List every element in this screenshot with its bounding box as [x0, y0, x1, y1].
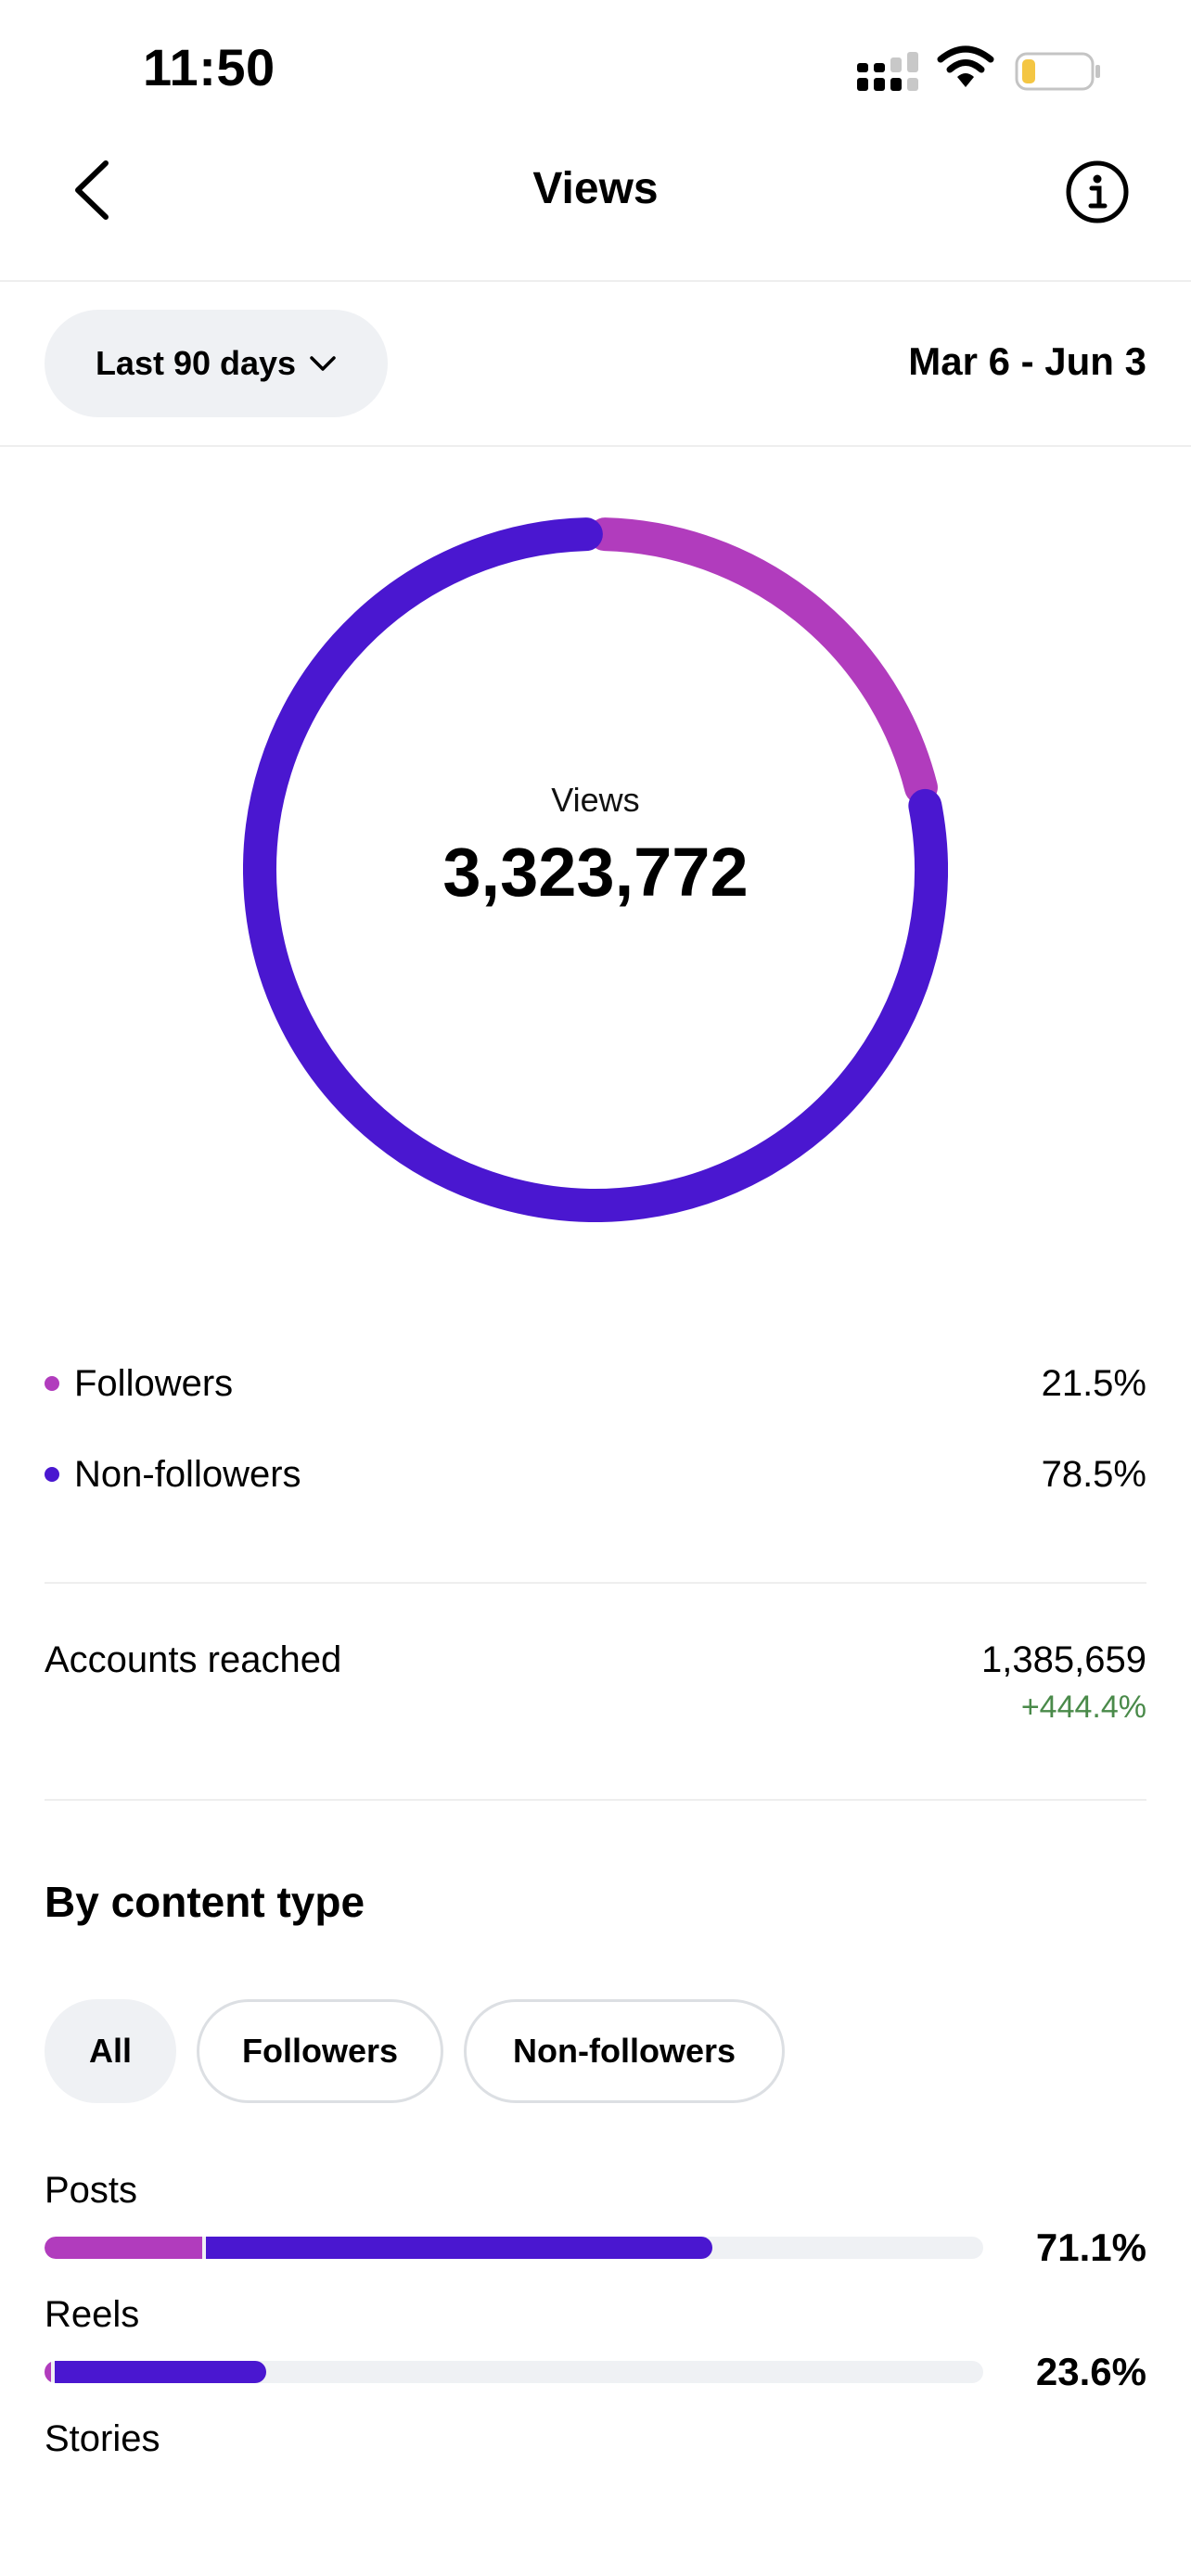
accounts-reached-value: 1,385,659 — [981, 1639, 1146, 1680]
filter-divider — [0, 445, 1191, 447]
legend-row-non-followers: Non-followers 78.5% — [45, 1447, 1146, 1502]
legend-label: Non-followers — [74, 1453, 301, 1495]
posts-non-followers-bar — [206, 2237, 712, 2259]
chip-non-followers[interactable]: Non-followers — [464, 1999, 785, 2103]
reels-followers-bar — [45, 2361, 52, 2383]
legend-row-followers: Followers 21.5% — [45, 1356, 1146, 1411]
status-time: 11:50 — [143, 38, 275, 96]
reels-bar — [45, 2361, 983, 2383]
section-title: By content type — [45, 1878, 365, 1926]
posts-bar — [45, 2237, 983, 2259]
posts-followers-bar — [45, 2237, 203, 2259]
content-row-label-reels: Reels — [45, 2294, 140, 2335]
posts-percent: 71.1% — [1035, 2225, 1146, 2269]
date-range-dropdown[interactable]: Last 90 days — [45, 310, 388, 417]
header-divider — [0, 280, 1191, 282]
content-row-label-posts: Posts — [45, 2170, 138, 2211]
back-arrow-icon[interactable] — [65, 158, 121, 223]
followers-dot-icon — [45, 1376, 59, 1391]
legend-value: 21.5% — [1041, 1362, 1146, 1404]
views-donut-chart — [243, 517, 948, 1222]
chevron-down-icon — [310, 356, 336, 371]
donut-center-value: 3,323,772 — [442, 834, 749, 911]
legend-divider — [45, 1582, 1146, 1584]
donut-center-label: Views — [551, 781, 640, 819]
donut-slice-non-followers — [243, 517, 948, 1222]
content-row-label-stories: Stories — [45, 2418, 160, 2459]
donut-slice-followers — [588, 517, 938, 805]
chip-all[interactable]: All — [45, 1999, 176, 2103]
reels-percent: 23.6% — [1035, 2350, 1146, 2393]
chip-followers[interactable]: Followers — [197, 1999, 443, 2103]
page-title: Views — [532, 164, 659, 213]
battery-icon — [1015, 52, 1100, 91]
non-followers-dot-icon — [45, 1467, 59, 1482]
reels-non-followers-bar — [55, 2361, 266, 2383]
info-icon[interactable] — [1065, 159, 1130, 224]
legend-value: 78.5% — [1041, 1453, 1146, 1495]
date-range-text: Mar 6 - Jun 3 — [908, 339, 1146, 383]
reached-divider — [45, 1799, 1146, 1801]
legend-label: Followers — [74, 1362, 234, 1404]
accounts-reached-label: Accounts reached — [45, 1639, 342, 1680]
cellular-signal-icon — [857, 52, 918, 91]
date-range-dropdown-label: Last 90 days — [95, 344, 297, 382]
accounts-reached-change: +444.4% — [1020, 1690, 1146, 1725]
wifi-icon — [937, 45, 994, 87]
